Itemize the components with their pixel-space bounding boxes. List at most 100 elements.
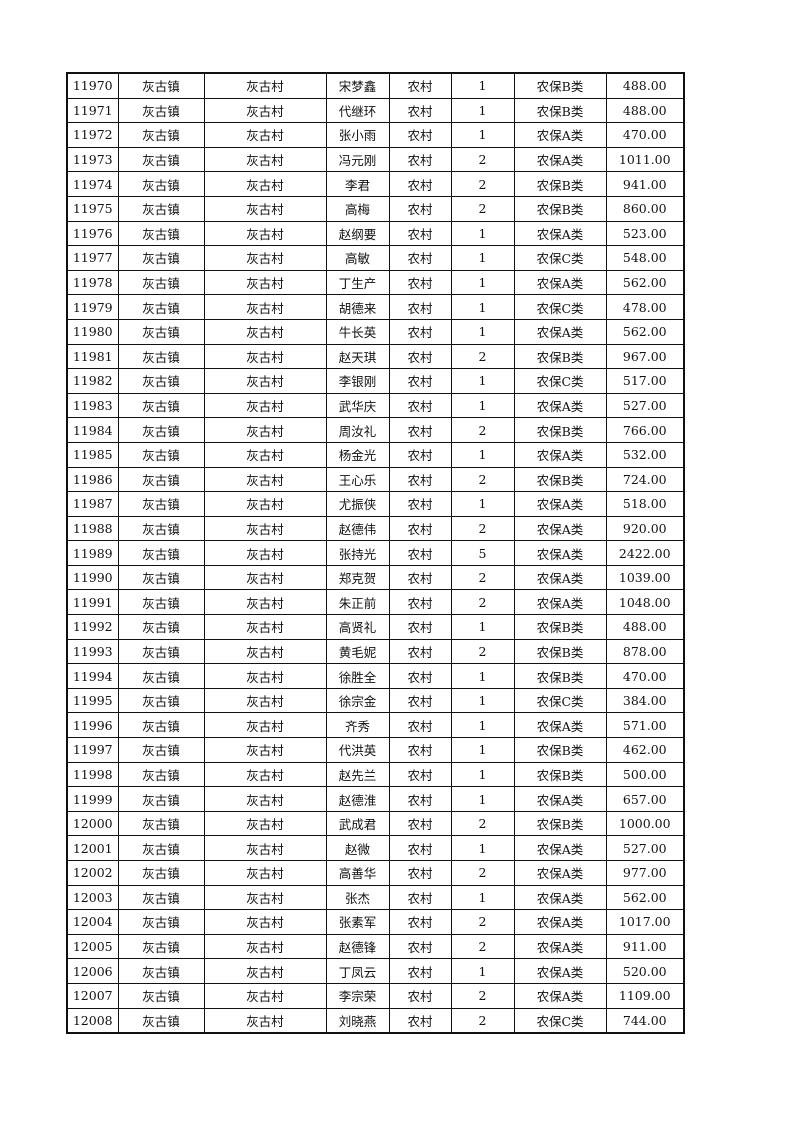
amount-cell: 571.00 — [605, 712, 685, 739]
township-cell: 灰古镇 — [117, 1007, 205, 1034]
category-cell: 农保C类 — [513, 1007, 607, 1034]
member-count-cell: 2 — [450, 1007, 515, 1034]
member-count-cell: 2 — [450, 146, 515, 173]
amount-cell: 941.00 — [605, 171, 685, 197]
name-cell: 尤振侠 — [325, 491, 390, 517]
amount-cell: 548.00 — [605, 245, 685, 271]
village-cell: 灰古村 — [203, 466, 327, 493]
serial-number-cell: 11978 — [66, 269, 119, 296]
village-cell: 灰古村 — [203, 417, 327, 443]
member-count-cell: 1 — [450, 72, 515, 99]
amount-cell: 1039.00 — [605, 564, 685, 591]
serial-number-cell: 11972 — [66, 122, 119, 148]
member-count-cell: 1 — [450, 392, 515, 419]
name-cell: 周汝礼 — [325, 417, 390, 443]
household-type-cell: 农村 — [388, 687, 452, 714]
amount-cell: 462.00 — [605, 737, 685, 763]
household-type-cell: 农村 — [388, 466, 452, 493]
village-cell: 灰古村 — [203, 146, 327, 173]
category-cell: 农保A类 — [513, 220, 607, 247]
household-type-cell: 农村 — [388, 1007, 452, 1034]
household-type-cell: 农村 — [388, 835, 452, 861]
category-cell: 农保C类 — [513, 687, 607, 714]
member-count-cell: 1 — [450, 220, 515, 247]
amount-cell: 488.00 — [605, 614, 685, 640]
township-cell: 灰古镇 — [117, 835, 205, 861]
member-count-cell: 1 — [450, 441, 515, 468]
table-row: 11999 灰古镇 灰古村 赵德淮 农村 1 农保A类 657.00 — [66, 786, 685, 812]
township-cell: 灰古镇 — [117, 687, 205, 714]
serial-number-cell: 11990 — [66, 564, 119, 591]
serial-number-cell: 11976 — [66, 220, 119, 247]
serial-number-cell: 11979 — [66, 294, 119, 320]
village-cell: 灰古村 — [203, 122, 327, 148]
category-cell: 农保A类 — [513, 909, 607, 935]
member-count-cell: 1 — [450, 663, 515, 689]
township-cell: 灰古镇 — [117, 737, 205, 763]
household-type-cell: 农村 — [388, 540, 452, 566]
village-cell: 灰古村 — [203, 712, 327, 739]
village-cell: 灰古村 — [203, 589, 327, 616]
member-count-cell: 1 — [450, 712, 515, 739]
name-cell: 高善华 — [325, 860, 390, 886]
name-cell: 武华庆 — [325, 392, 390, 419]
member-count-cell: 2 — [450, 909, 515, 935]
township-cell: 灰古镇 — [117, 909, 205, 935]
township-cell: 灰古镇 — [117, 417, 205, 443]
village-cell: 灰古村 — [203, 909, 327, 935]
name-cell: 赵德锋 — [325, 933, 390, 960]
amount-cell: 532.00 — [605, 441, 685, 468]
village-cell: 灰古村 — [203, 663, 327, 689]
serial-number-cell: 12004 — [66, 909, 119, 935]
table-row: 11987 灰古镇 灰古村 尤振侠 农村 1 农保A类 518.00 — [66, 491, 685, 517]
serial-number-cell: 11988 — [66, 515, 119, 542]
village-cell: 灰古村 — [203, 687, 327, 714]
village-cell: 灰古村 — [203, 933, 327, 960]
village-cell: 灰古村 — [203, 245, 327, 271]
village-cell: 灰古村 — [203, 835, 327, 861]
member-count-cell: 2 — [450, 860, 515, 886]
name-cell: 徐胜全 — [325, 663, 390, 689]
village-cell: 灰古村 — [203, 761, 327, 788]
household-type-cell: 农村 — [388, 786, 452, 812]
category-cell: 农保A类 — [513, 146, 607, 173]
amount-cell: 977.00 — [605, 860, 685, 886]
category-cell: 农保B类 — [513, 72, 607, 99]
amount-cell: 470.00 — [605, 663, 685, 689]
township-cell: 灰古镇 — [117, 122, 205, 148]
village-cell: 灰古村 — [203, 269, 327, 296]
subsidy-table: 11970 灰古镇 灰古村 宋梦鑫 农村 1 农保B类 488.00 11971 灰古镇 灰古村 代继… — [66, 72, 685, 1035]
amount-cell: 766.00 — [605, 417, 685, 443]
member-count-cell: 2 — [450, 564, 515, 591]
township-cell: 灰古镇 — [117, 982, 205, 1009]
name-cell: 郑克贺 — [325, 564, 390, 591]
serial-number-cell: 12008 — [66, 1007, 119, 1034]
village-cell: 灰古村 — [203, 171, 327, 197]
table-row: 11983 灰古镇 灰古村 武华庆 农村 1 农保A类 527.00 — [66, 392, 685, 419]
household-type-cell: 农村 — [388, 564, 452, 591]
township-cell: 灰古镇 — [117, 663, 205, 689]
member-count-cell: 1 — [450, 761, 515, 788]
name-cell: 李银刚 — [325, 368, 390, 394]
household-type-cell: 农村 — [388, 343, 452, 370]
serial-number-cell: 12002 — [66, 860, 119, 886]
table-row: 11998 灰古镇 灰古村 赵先兰 农村 1 农保B类 500.00 — [66, 761, 685, 788]
category-cell: 农保A类 — [513, 269, 607, 296]
household-type-cell: 农村 — [388, 318, 452, 345]
amount-cell: 500.00 — [605, 761, 685, 788]
table-row: 11977 灰古镇 灰古村 高敏 农村 1 农保C类 548.00 — [66, 245, 685, 271]
table-row: 11979 灰古镇 灰古村 胡德来 农村 1 农保C类 478.00 — [66, 294, 685, 320]
household-type-cell: 农村 — [388, 663, 452, 689]
amount-cell: 520.00 — [605, 958, 685, 984]
household-type-cell: 农村 — [388, 417, 452, 443]
household-type-cell: 农村 — [388, 589, 452, 616]
table-row: 11985 灰古镇 灰古村 杨金光 农村 1 农保A类 532.00 — [66, 441, 685, 468]
township-cell: 灰古镇 — [117, 318, 205, 345]
township-cell: 灰古镇 — [117, 810, 205, 837]
household-type-cell: 农村 — [388, 712, 452, 739]
name-cell: 丁凤云 — [325, 958, 390, 984]
amount-cell: 562.00 — [605, 884, 685, 911]
category-cell: 农保C类 — [513, 368, 607, 394]
township-cell: 灰古镇 — [117, 245, 205, 271]
serial-number-cell: 11975 — [66, 195, 119, 222]
